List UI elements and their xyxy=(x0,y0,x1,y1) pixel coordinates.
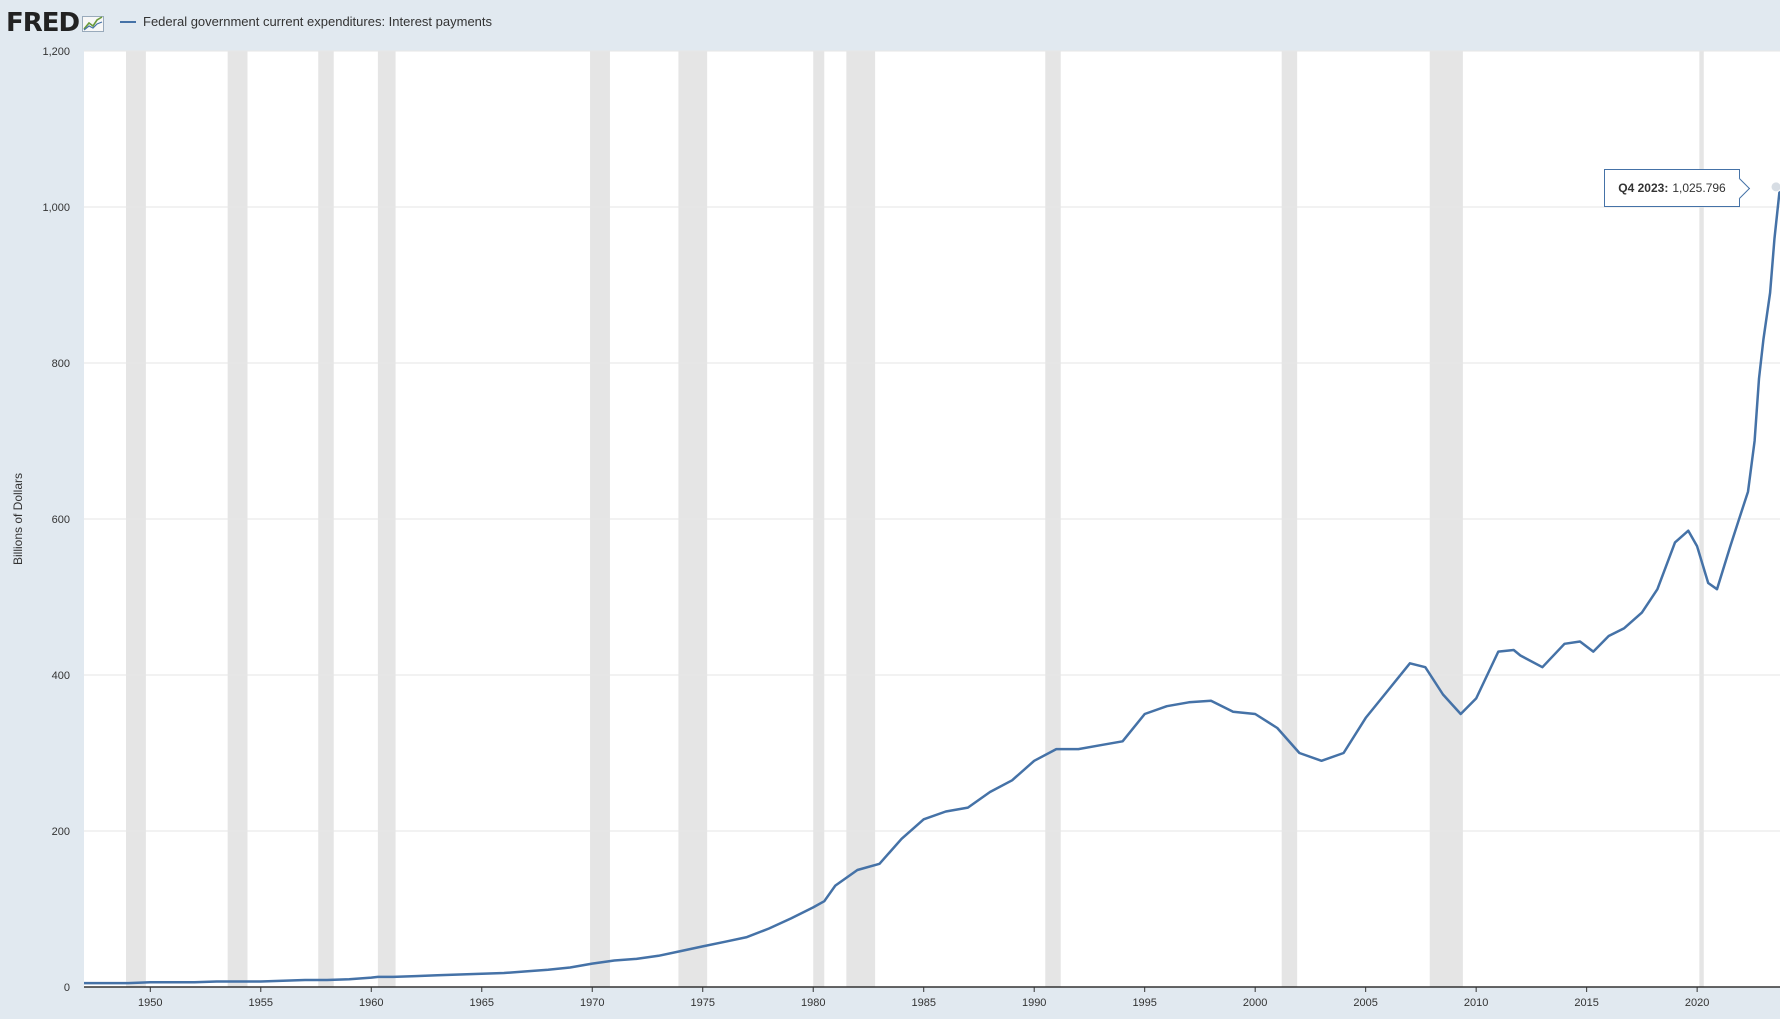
x-tick-label: 1985 xyxy=(911,997,935,1009)
y-axis-title: Billions of Dollars xyxy=(11,473,25,565)
y-tick-label: 1,000 xyxy=(42,202,70,214)
y-tick-label: 0 xyxy=(64,982,70,994)
x-tick-label: 1990 xyxy=(1022,997,1046,1009)
tooltip-value: 1,025.796 xyxy=(1672,181,1726,195)
fred-logo-text: FRED xyxy=(6,8,80,38)
y-tick-label: 1,200 xyxy=(42,46,70,58)
x-tick-label: 1980 xyxy=(801,997,825,1009)
tooltip-date: Q4 2023: xyxy=(1618,181,1669,195)
x-tick-label: 1995 xyxy=(1132,997,1156,1009)
y-tick-label: 400 xyxy=(52,670,70,682)
fred-logo[interactable]: FRED xyxy=(6,8,105,38)
legend-swatch xyxy=(120,20,136,23)
legend-label: Federal government current expenditures:… xyxy=(143,14,493,29)
last-data-point-marker[interactable] xyxy=(1770,181,1780,193)
y-tick-label: 800 xyxy=(52,358,70,370)
data-tooltip: Q4 2023: 1,025.796 xyxy=(1604,169,1751,207)
x-tick-label: 2020 xyxy=(1685,997,1709,1009)
x-tick-label: 1950 xyxy=(138,997,162,1009)
series-line-interest-payments[interactable] xyxy=(84,186,1780,985)
x-tick-label: 1955 xyxy=(249,997,273,1009)
legend: Federal government current expenditures:… xyxy=(120,14,492,29)
y-tick-label: 200 xyxy=(52,826,70,838)
x-tick-label: 2010 xyxy=(1464,997,1488,1009)
x-tick-label: 1975 xyxy=(690,997,714,1009)
gridlines xyxy=(84,50,1780,832)
y-axis-ticks: 0 200 400 600 800 1,000 1,200 xyxy=(42,46,70,994)
x-axis-ticks: 1950 1955 1960 1965 1970 1975 1980 1985 1990 1995… xyxy=(138,987,1709,1009)
x-tick-label: 2015 xyxy=(1574,997,1598,1009)
x-tick-label: 2000 xyxy=(1243,997,1267,1009)
x-tick-label: 1960 xyxy=(359,997,383,1009)
x-tick-label: 1965 xyxy=(470,997,494,1009)
chart-header: FRED Federal government current expendit… xyxy=(0,0,1780,50)
fred-logo-chart-icon xyxy=(82,16,105,32)
y-tick-label: 600 xyxy=(52,514,70,526)
x-tick-label: 2005 xyxy=(1353,997,1377,1009)
x-tick-label: 1970 xyxy=(580,997,604,1009)
